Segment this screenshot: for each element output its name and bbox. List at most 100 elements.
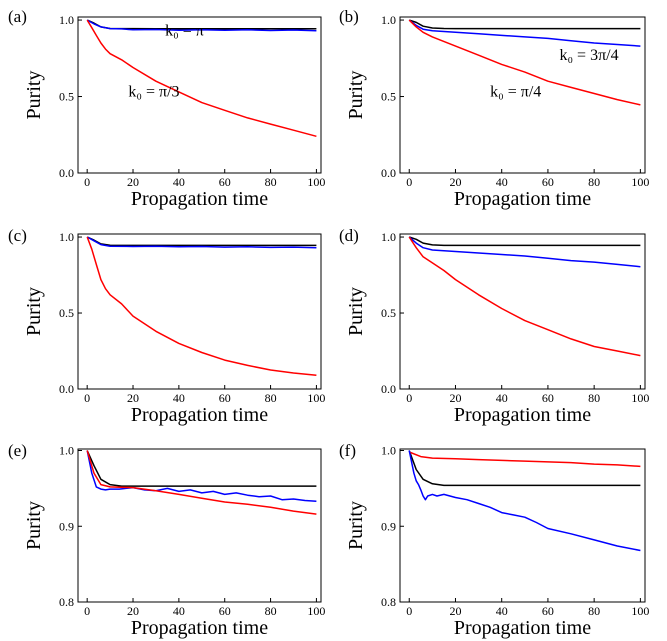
x-tick-label: 80 xyxy=(265,604,277,618)
series-line-1 xyxy=(408,236,641,247)
y-axis-label: Purity xyxy=(345,501,367,550)
series-line-2 xyxy=(408,19,641,47)
x-tick-label: 20 xyxy=(127,391,139,405)
x-axis-label: Propagation time xyxy=(131,617,268,639)
series-line-1 xyxy=(408,450,641,487)
series-line-2 xyxy=(408,236,641,268)
plot-frame xyxy=(399,233,646,390)
y-tick-label: 0.0 xyxy=(59,382,74,396)
y-tick-label: 0.5 xyxy=(381,90,396,104)
y-tick-label: 0.0 xyxy=(381,166,396,180)
panel-label: (d) xyxy=(339,226,359,245)
x-tick-label: 20 xyxy=(127,175,139,189)
y-axis-label: Purity xyxy=(23,287,45,336)
y-axis-label: Purity xyxy=(345,287,367,336)
x-tick-label: 60 xyxy=(542,604,554,618)
panel-label: (f) xyxy=(339,441,356,460)
y-axis-label: Purity xyxy=(345,71,367,120)
y-tick-label: 0.0 xyxy=(59,166,74,180)
x-tick-label: 0 xyxy=(84,175,90,189)
y-tick-label: 1.0 xyxy=(59,444,74,458)
panel-c: 0 20 40 60 80 100 0.0 0.5 1.0 Propagation time Pur… xyxy=(8,226,325,426)
y-tick-label: 1.0 xyxy=(381,230,396,244)
annotation-label: k₀ = π/3 xyxy=(128,84,179,101)
y-tick-label: 0.9 xyxy=(381,519,396,533)
plot-frame xyxy=(77,16,322,174)
y-tick-label: 0.9 xyxy=(59,519,74,533)
x-axis-label: Propagation time xyxy=(131,404,268,426)
series-line-1 xyxy=(86,236,317,247)
x-tick-label: 20 xyxy=(127,604,139,618)
x-tick-label: 80 xyxy=(265,391,277,405)
y-tick-label: 0.8 xyxy=(59,595,74,609)
x-tick-label: 100 xyxy=(631,175,649,189)
x-tick-label: 100 xyxy=(631,604,649,618)
y-tick-label: 1.0 xyxy=(59,230,74,244)
y-tick-label: 1.0 xyxy=(381,13,396,27)
panel-label: (c) xyxy=(8,226,27,245)
x-tick-label: 0 xyxy=(406,175,412,189)
x-tick-label: 40 xyxy=(496,391,508,405)
plot-frame xyxy=(77,448,322,603)
x-axis-label: Propagation time xyxy=(454,188,591,210)
y-axis-label: Purity xyxy=(23,71,45,120)
series-line-2 xyxy=(86,450,317,503)
x-tick-label: 100 xyxy=(307,175,325,189)
series-line-2 xyxy=(86,236,317,249)
panel-label: (a) xyxy=(8,7,27,26)
panel-b: 0 20 40 60 80 100 0.0 0.5 1.0 Propagation time Pur… xyxy=(339,7,649,210)
series-line-3 xyxy=(408,450,641,552)
panel-f: 0 20 40 60 80 100 0.8 0.9 1.0 Propagation time Pur… xyxy=(339,441,649,639)
annotation-label: k₀ = π xyxy=(165,22,204,39)
panel-label: (e) xyxy=(8,441,27,460)
x-tick-label: 40 xyxy=(173,391,185,405)
x-tick-label: 40 xyxy=(496,604,508,618)
x-axis-label: Propagation time xyxy=(131,188,268,210)
x-tick-label: 80 xyxy=(265,175,277,189)
annotation-label: k₀ = 3π/4 xyxy=(559,47,618,64)
plot-frame xyxy=(77,233,322,390)
y-tick-label: 1.0 xyxy=(381,444,396,458)
x-tick-label: 80 xyxy=(588,175,600,189)
y-tick-label: 0.5 xyxy=(59,90,74,104)
x-tick-label: 0 xyxy=(406,604,412,618)
x-tick-label: 100 xyxy=(307,391,325,405)
x-tick-label: 60 xyxy=(542,175,554,189)
panel-label: (b) xyxy=(339,7,359,26)
series-line-3 xyxy=(86,450,317,515)
x-tick-label: 20 xyxy=(449,175,461,189)
panel-d: 0 20 40 60 80 100 0.0 0.5 1.0 Propagation time Pur… xyxy=(339,226,649,426)
series-line-3 xyxy=(408,19,641,106)
x-axis-label: Propagation time xyxy=(454,617,591,639)
series-line-2 xyxy=(86,19,317,32)
y-tick-label: 0.5 xyxy=(59,306,74,320)
series-line-1 xyxy=(408,19,641,30)
series-line-2 xyxy=(408,451,641,468)
x-tick-label: 60 xyxy=(542,391,554,405)
y-tick-label: 1.0 xyxy=(59,13,74,27)
series-line-3 xyxy=(86,19,317,138)
x-tick-label: 60 xyxy=(219,175,231,189)
x-tick-label: 60 xyxy=(219,604,231,618)
x-tick-label: 80 xyxy=(588,391,600,405)
x-axis-label: Propagation time xyxy=(454,404,591,426)
panel-a: 0 20 40 60 80 100 0.0 0.5 1.0 Propagation time Pur… xyxy=(8,7,325,210)
y-tick-label: 0.8 xyxy=(381,595,396,609)
y-tick-label: 0.5 xyxy=(381,306,396,320)
x-tick-label: 40 xyxy=(173,175,185,189)
series-line-1 xyxy=(86,450,317,487)
x-tick-label: 0 xyxy=(84,604,90,618)
x-tick-label: 0 xyxy=(84,391,90,405)
x-tick-label: 80 xyxy=(588,604,600,618)
x-tick-label: 40 xyxy=(173,604,185,618)
plot-frame xyxy=(399,448,646,603)
annotation-label: k₀ = π/4 xyxy=(490,84,541,101)
x-tick-label: 20 xyxy=(449,391,461,405)
x-tick-label: 100 xyxy=(307,604,325,618)
x-tick-label: 60 xyxy=(219,391,231,405)
x-tick-label: 100 xyxy=(631,391,649,405)
x-tick-label: 20 xyxy=(449,604,461,618)
series-line-3 xyxy=(86,236,317,377)
series-line-3 xyxy=(408,236,641,357)
